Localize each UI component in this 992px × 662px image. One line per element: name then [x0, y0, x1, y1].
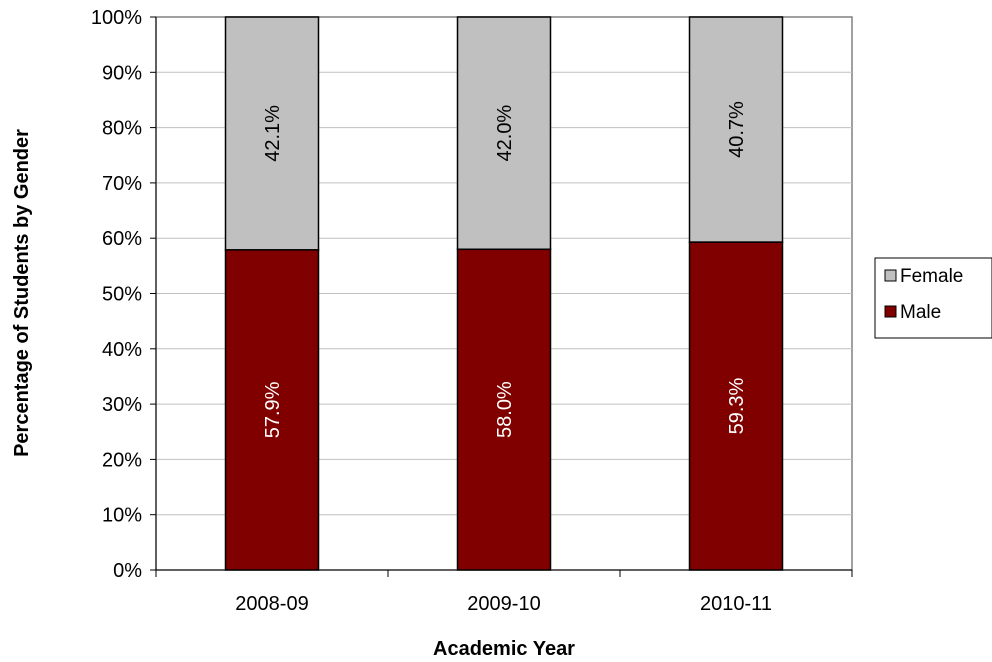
y-tick-label: 80%	[102, 118, 142, 140]
y-tick-label: 70%	[102, 173, 142, 195]
x-tick-label: 2008-09	[235, 593, 308, 615]
y-tick-label: 10%	[102, 505, 142, 527]
data-label-male: 59.3%	[726, 377, 748, 434]
bar-segment-female	[456, 16, 552, 251]
y-tick-label: 30%	[102, 394, 142, 416]
legend-swatch-female	[884, 269, 897, 282]
bar-segment-female	[688, 16, 784, 243]
y-tick-label: 90%	[102, 62, 142, 84]
x-tick-label: 2009-10	[467, 593, 540, 615]
legend-swatch-male	[884, 305, 897, 318]
data-label-male: 58.0%	[494, 381, 516, 438]
legend: Female Male	[874, 257, 992, 339]
y-axis-title: Percentage of Students by Gender	[11, 129, 33, 457]
x-tick-label: 2010-11	[700, 593, 772, 615]
y-tick-label: 40%	[102, 339, 142, 361]
legend-label-female: Female	[900, 266, 963, 287]
x-axis-title: Academic Year	[433, 638, 575, 660]
bar-segment-female	[224, 16, 320, 251]
y-tick-label: 20%	[102, 449, 142, 471]
data-label-male: 57.9%	[262, 381, 284, 438]
bar-segment-male	[224, 249, 320, 571]
bar-segment-male	[688, 241, 784, 571]
data-label-female: 40.7%	[726, 101, 748, 158]
bars: 57.9% 42.1% 58.0% 42.0% 59.3% 40.7%	[224, 16, 784, 571]
y-tick-label: 0%	[113, 560, 142, 582]
y-tick-label: 100%	[91, 7, 142, 29]
y-tick-label: 60%	[102, 228, 142, 250]
data-label-female: 42.1%	[262, 105, 284, 162]
data-label-female: 42.0%	[494, 105, 516, 162]
y-tick-label: 50%	[102, 284, 142, 306]
axes: 0% 10% 20% 30% 40% 50% 60% 70% 80% 90% 100% 2008-09…	[91, 7, 853, 615]
legend-label-male: Male	[900, 302, 941, 323]
